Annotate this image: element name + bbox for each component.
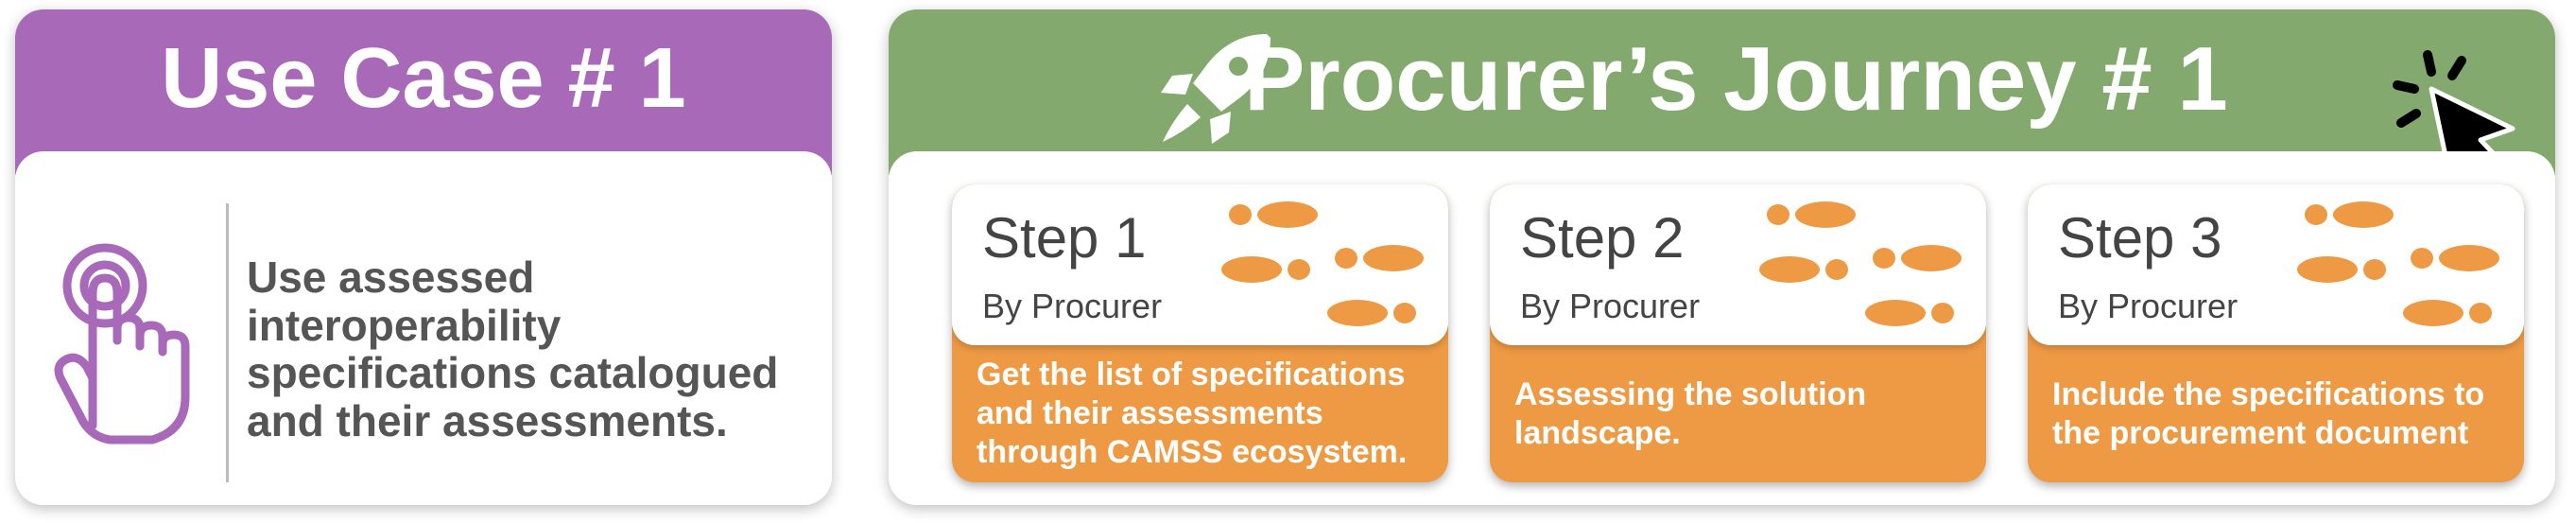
step-1-title: Step 1 xyxy=(982,206,1147,270)
step-card-3: Step 3 By Procurer Include the specifica… xyxy=(2028,184,2524,482)
step-3-text: Include the specifications to the procur… xyxy=(2052,375,2485,451)
footsteps-icon xyxy=(2297,201,2499,326)
step-1-text: Get the list of specifications and their… xyxy=(977,357,1408,470)
use-case-card: Use Case # 1 Use assessed interoperabili… xyxy=(15,9,832,505)
journey-title: Procurer’s Journey # 1 xyxy=(1244,27,2228,130)
rocket-icon xyxy=(1161,34,1271,144)
step-2-title: Step 2 xyxy=(1520,206,1685,270)
use-case-description: Use assessed interoperability specificat… xyxy=(247,253,779,445)
journey-card: Procurer’s Journey # 1 Step 1 By Procure… xyxy=(889,9,2555,505)
step-3-by: By Procurer xyxy=(2058,287,2239,325)
step-2-text: Assessing the solution landscape. xyxy=(1514,375,1867,451)
step-3-header: Step 3 By Procurer xyxy=(2028,184,2524,345)
step-3-title: Step 3 xyxy=(2058,206,2222,270)
step-card-2: Step 2 By Procurer Assessing the solutio… xyxy=(1490,184,1986,482)
use-case-title: Use Case # 1 xyxy=(161,31,686,126)
step-2-by: By Procurer xyxy=(1520,287,1701,325)
tap-hand-icon xyxy=(54,243,190,445)
use-case-header: Use Case # 1 xyxy=(15,9,832,175)
footsteps-icon xyxy=(1221,201,1424,326)
step-2-header: Step 2 By Procurer xyxy=(1490,184,1986,345)
use-case-divider xyxy=(226,203,229,482)
use-case-body: Use assessed interoperability specificat… xyxy=(15,151,832,505)
step-1-header: Step 1 By Procurer xyxy=(952,184,1448,345)
step-1-by: By Procurer xyxy=(982,287,1163,325)
step-card-1: Step 1 By Procurer Get the list of speci… xyxy=(952,184,1448,482)
journey-header: Procurer’s Journey # 1 xyxy=(889,9,2555,175)
footsteps-icon xyxy=(1759,201,1962,326)
